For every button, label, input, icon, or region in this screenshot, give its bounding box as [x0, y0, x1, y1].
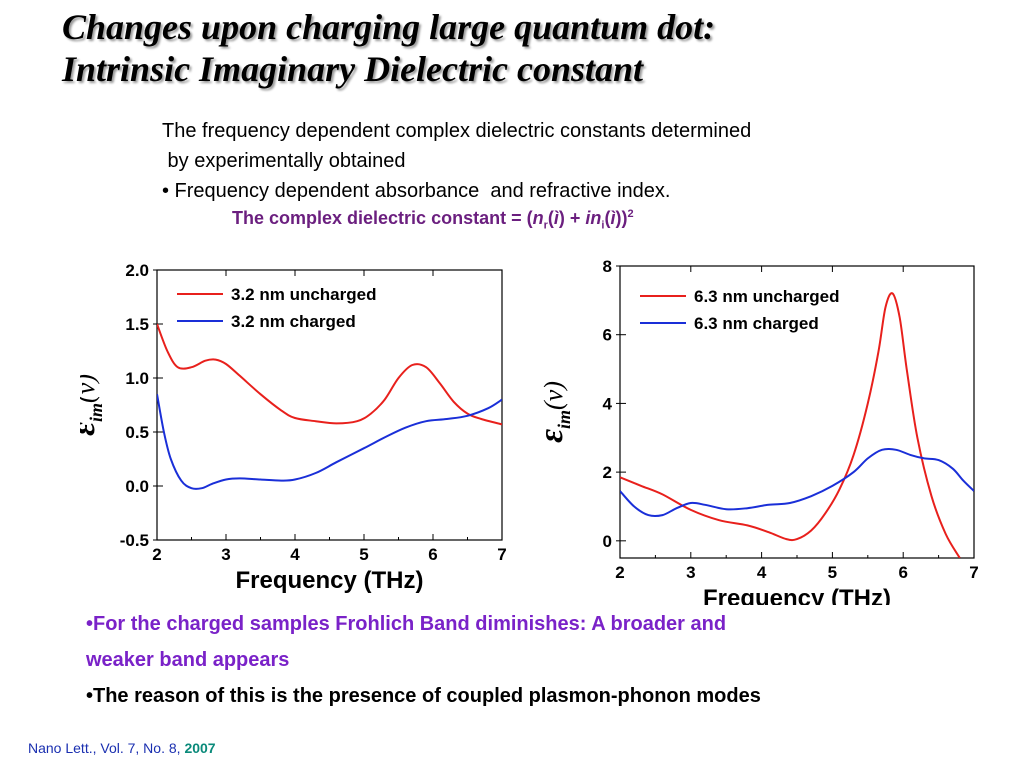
conclusion-bullets: •For the charged samples Frohlich Band d… [86, 606, 986, 714]
y-axis-subscript: im [86, 403, 106, 422]
citation-year: 2007 [184, 740, 216, 756]
formula-paren2: ( [604, 208, 611, 228]
x-tick-label: 2 [152, 545, 161, 564]
series-group [157, 323, 502, 490]
formula-power: 2 [627, 208, 634, 220]
y-tick-label: 1.5 [125, 315, 149, 334]
plot-frame [619, 265, 975, 559]
y-tick-label: 2 [603, 463, 612, 482]
intro-line-3: • Frequency dependent absorbance and ref… [162, 180, 671, 202]
series-line-charged [620, 447, 974, 518]
intro-line-2: by experimentally obtained [162, 150, 406, 172]
x-tick-label: 7 [969, 563, 978, 582]
formula-paren1: ( [547, 208, 554, 228]
intro-text: The frequency dependent complex dielectr… [162, 116, 751, 206]
y-tick-label: 0.5 [125, 423, 149, 442]
y-axis-symbol: ε [540, 429, 570, 443]
bullet-black: •The reason of this is the presence of c… [86, 685, 761, 707]
slide-title: Changes upon charging large quantum dot:… [62, 6, 715, 90]
x-tick-label: 4 [757, 563, 767, 582]
x-tick-label: 6 [428, 545, 437, 564]
formula-nu2: ì [610, 208, 616, 228]
legend-label: 6.3 nm uncharged [694, 287, 839, 306]
series-line-uncharged [157, 323, 502, 426]
legend-label: 6.3 nm charged [694, 314, 819, 333]
x-tick-label: 3 [686, 563, 695, 582]
x-axis-label: Frequency (THz) [703, 585, 891, 605]
y-axis-symbol: ε [80, 422, 102, 436]
dielectric-formula: The complex dielectric constant = (nr(ì)… [232, 208, 634, 232]
y-tick-label: 0 [603, 532, 612, 551]
x-tick-label: 7 [497, 545, 506, 564]
y-axis-argument: (ν) [80, 374, 100, 403]
y-tick-label: 1.0 [125, 369, 149, 388]
title-line-1: Changes upon charging large quantum dot: [62, 7, 716, 47]
x-tick-label: 5 [828, 563, 837, 582]
citation-text: Nano Lett., Vol. 7, No. 8, [28, 740, 185, 756]
y-axis-argument: (ν) [540, 381, 568, 410]
y-tick-label: 0.0 [125, 477, 149, 496]
chart-3-2nm: 2 3 4 5 6 7 2.0 1.5 1.0 0.5 0.0 -0.5 Frequency (THz)… [80, 261, 507, 594]
formula-n1: n [532, 208, 544, 228]
x-tick-label: 2 [615, 563, 624, 582]
intro-line-1: The frequency dependent complex dielectr… [162, 120, 752, 142]
y-tick-label: 8 [603, 257, 612, 276]
series-group [620, 292, 974, 558]
x-tick-label: 6 [898, 563, 907, 582]
x-tick-label: 4 [290, 545, 300, 564]
x-tick-label: 5 [359, 545, 368, 564]
title-line-2: Intrinsic Imaginary Dielectric constant [62, 49, 644, 89]
legend-label: 3.2 nm charged [231, 312, 356, 331]
y-tick-label: 4 [603, 394, 613, 413]
citation: Nano Lett., Vol. 7, No. 8, 2007 [28, 740, 216, 756]
formula-prefix: The complex dielectric constant = ( [232, 208, 533, 228]
y-axis-subscript: im [554, 410, 574, 429]
bullet-purple-line-1: •For the charged samples Frohlich Band d… [86, 613, 727, 635]
y-tick-label: 6 [603, 326, 612, 345]
y-tick-label: -0.5 [120, 531, 149, 550]
formula-sub1: r [543, 219, 548, 232]
plot-frame [156, 269, 503, 541]
legend-label: 3.2 nm uncharged [231, 285, 376, 304]
x-axis-label: Frequency (THz) [235, 567, 423, 594]
bullet-purple-line-2: weaker band appears [86, 649, 290, 671]
series-line-charged [157, 394, 502, 490]
series-line-uncharged [620, 292, 961, 558]
y-axis-label: εim(ν) [80, 374, 106, 436]
formula-in: in [585, 208, 602, 228]
formula-mid: ) + [558, 208, 586, 228]
y-axis-label: εim(ν) [540, 381, 574, 443]
formula-sub2: i [601, 219, 605, 232]
x-tick-label: 3 [221, 545, 230, 564]
formula-nu1: ì [553, 208, 559, 228]
y-tick-label: 2.0 [125, 261, 149, 280]
formula-close: )) [615, 208, 628, 228]
